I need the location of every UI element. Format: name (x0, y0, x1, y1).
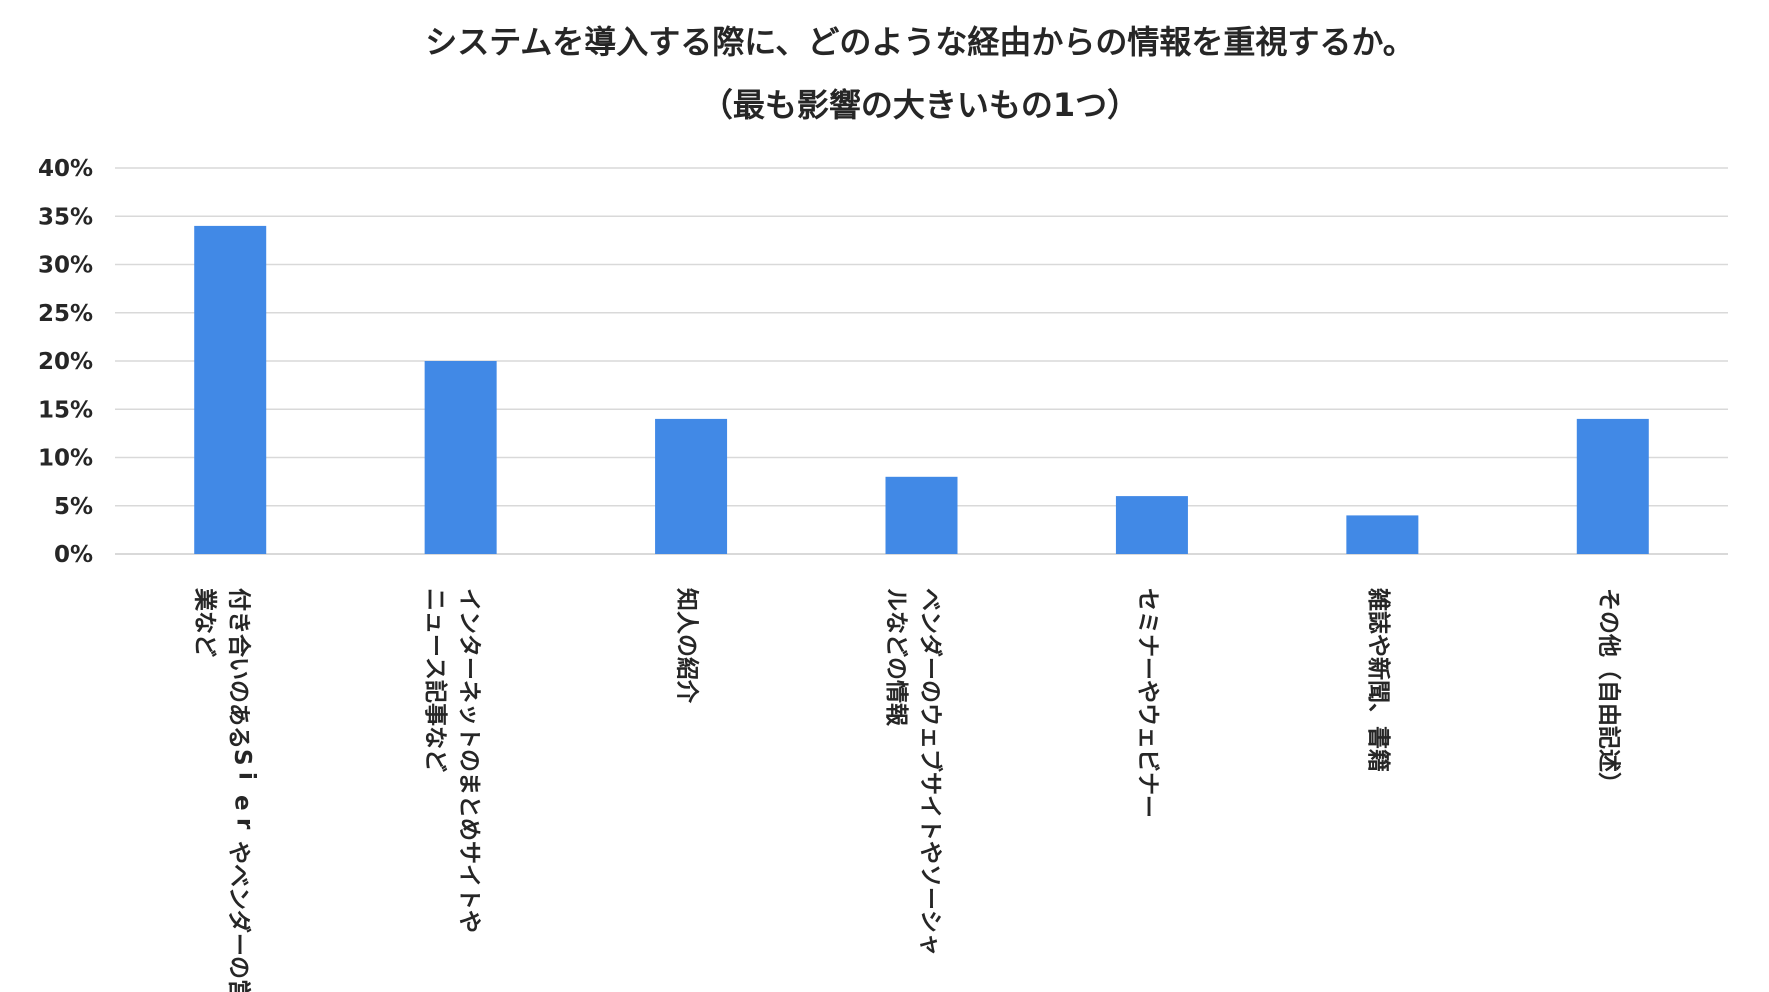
bar (1576, 418, 1649, 554)
y-tick-label: 25% (38, 301, 93, 327)
y-tick-label: 35% (38, 204, 93, 230)
x-category-label: その他（自由記述） (1595, 588, 1622, 795)
x-category-label: 業など (192, 587, 219, 657)
bar (194, 225, 267, 554)
y-tick-label: 5% (54, 494, 93, 520)
x-category-label: セミナーやウェビナー (1134, 588, 1160, 818)
bar (655, 418, 728, 554)
bar (885, 476, 958, 554)
bars (194, 225, 1649, 554)
bar (424, 361, 497, 554)
y-axis-tick-labels: 0% 5% 10% 15% 20% 25% 30% 35% 40% (38, 156, 93, 568)
chart-title-line-1: システムを導入する際に、どのような経由からの情報を重視するか。 (425, 23, 1414, 61)
bar (1346, 515, 1419, 554)
y-tick-label: 0% (54, 542, 93, 568)
x-category-label: インターネットのまとめサイトや (456, 588, 482, 933)
x-category-label: ニュース記事など (422, 588, 449, 772)
y-tick-label: 10% (38, 446, 93, 472)
x-category-label: 知人の紹介 (674, 588, 701, 704)
gridlines (115, 167, 1728, 555)
x-category-label: ベンダーのウェブサイトやソーシャ (917, 588, 944, 956)
y-tick-label: 15% (38, 397, 93, 423)
y-tick-label: 20% (38, 349, 93, 375)
bar (1115, 496, 1188, 554)
chart-title-line-2: （最も影響の大きいもの1つ） (701, 86, 1139, 124)
y-tick-label: 40% (38, 156, 93, 182)
x-category-label: 雑誌や新聞、書籍 (1365, 587, 1392, 772)
y-tick-label: 30% (38, 253, 93, 279)
x-category-label: ルなどの情報 (883, 588, 910, 727)
